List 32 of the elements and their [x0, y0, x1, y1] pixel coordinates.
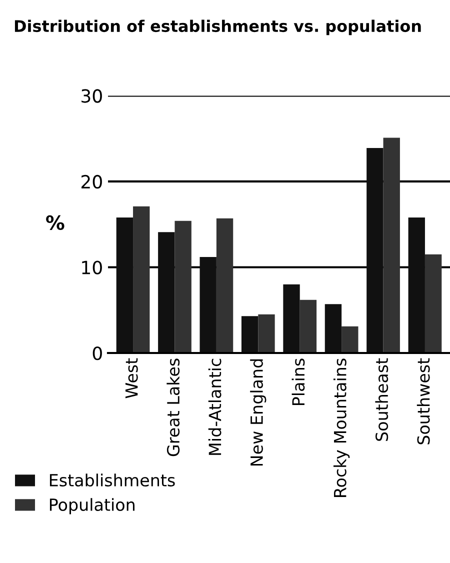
bar — [200, 256, 216, 353]
bar — [408, 217, 425, 353]
y-tick-label: 30 — [82, 89, 102, 103]
x-tick-label: Southeast — [375, 358, 388, 441]
y-tick-label: 0 — [92, 346, 102, 360]
bar — [383, 138, 400, 353]
chart-title: Distribution of establishments vs. population — [14, 20, 421, 36]
legend-label: Population — [50, 498, 134, 514]
x-tick-label: West — [125, 358, 138, 398]
bar — [216, 218, 234, 353]
bar — [300, 300, 317, 353]
x-tick-label: Rocky Mountains — [333, 358, 350, 497]
x-tick-label: Plains — [292, 358, 305, 405]
x-tick-label: New England — [250, 359, 266, 466]
bar — [324, 304, 342, 353]
x-tick-label: Great Lakes — [166, 358, 180, 456]
bar — [174, 220, 192, 353]
legend-label: Establishments — [50, 474, 175, 487]
x-tick-label: Mid-Atlantic — [208, 358, 222, 455]
bar — [283, 284, 300, 353]
bar — [424, 254, 442, 353]
bar — [342, 326, 358, 353]
bar — [158, 232, 175, 353]
bar — [116, 217, 134, 353]
x-tick-label: Southwest — [416, 358, 430, 444]
bar — [366, 148, 384, 353]
y-tick-label: 20 — [81, 174, 102, 189]
bar — [133, 206, 150, 353]
bar — [258, 314, 275, 353]
y-axis-title: % — [46, 215, 64, 230]
bar — [241, 316, 258, 353]
y-tick-label: 10 — [82, 260, 102, 274]
